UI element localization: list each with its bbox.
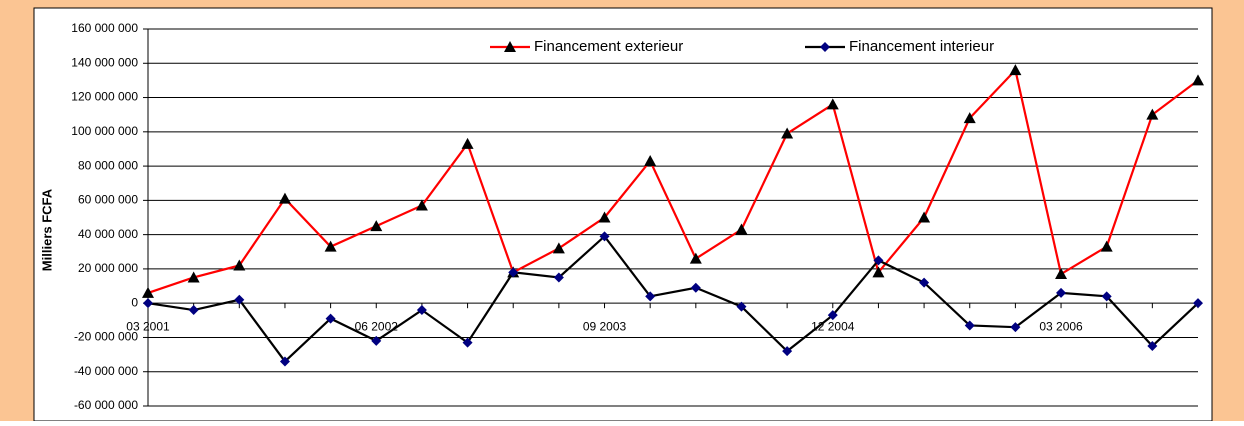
data-point bbox=[873, 255, 884, 266]
data-point bbox=[278, 192, 291, 204]
y-tick-label: -40 000 000 bbox=[74, 364, 138, 378]
y-tick-label: 80 000 000 bbox=[78, 158, 138, 172]
data-point bbox=[370, 220, 383, 232]
data-point bbox=[644, 154, 657, 166]
data-point bbox=[508, 267, 519, 278]
data-point bbox=[919, 277, 930, 288]
data-point bbox=[371, 335, 382, 346]
data-point bbox=[187, 271, 200, 283]
legend-label: Financement interieur bbox=[849, 38, 994, 55]
y-tick-label: 60 000 000 bbox=[78, 193, 138, 207]
data-point bbox=[827, 310, 838, 321]
data-point bbox=[1100, 240, 1113, 252]
data-point bbox=[963, 112, 976, 124]
data-point bbox=[279, 356, 290, 367]
y-tick-label: 140 000 000 bbox=[71, 55, 138, 69]
data-point bbox=[1193, 298, 1203, 309]
data-point bbox=[143, 298, 153, 309]
y-tick-label: 20 000 000 bbox=[78, 261, 138, 275]
data-point bbox=[964, 320, 975, 331]
data-point bbox=[690, 282, 701, 293]
data-point bbox=[782, 346, 793, 357]
y-tick-label: 160 000 000 bbox=[71, 21, 138, 35]
data-point bbox=[598, 211, 611, 223]
y-tick-label: 120 000 000 bbox=[71, 90, 138, 104]
legend-label: Financement exterieur bbox=[534, 38, 683, 55]
x-tick-label: 03 2001 bbox=[126, 319, 170, 333]
data-point bbox=[1101, 291, 1112, 302]
data-point bbox=[1147, 341, 1158, 352]
plot-background bbox=[33, 7, 1213, 422]
data-point bbox=[736, 301, 747, 312]
x-tick-label: 06 2002 bbox=[355, 319, 399, 333]
data-point bbox=[1009, 64, 1022, 76]
data-point bbox=[1192, 74, 1204, 86]
y-tick-label: 100 000 000 bbox=[71, 124, 138, 138]
data-point bbox=[1010, 322, 1021, 333]
data-point bbox=[689, 252, 702, 264]
data-point bbox=[872, 266, 885, 278]
data-point bbox=[735, 223, 748, 235]
data-point bbox=[324, 240, 337, 252]
data-point bbox=[826, 98, 839, 110]
y-tick-label: 0 bbox=[131, 295, 138, 309]
data-point bbox=[781, 127, 794, 139]
y-tick-label: 40 000 000 bbox=[78, 227, 138, 241]
y-tick-label: -60 000 000 bbox=[74, 398, 138, 412]
data-point bbox=[645, 291, 656, 302]
data-point bbox=[462, 337, 473, 348]
data-point bbox=[234, 294, 245, 305]
data-point bbox=[325, 313, 336, 324]
data-point bbox=[1146, 108, 1159, 120]
data-point bbox=[461, 137, 474, 149]
data-point bbox=[1056, 287, 1067, 298]
data-point bbox=[188, 305, 199, 316]
y-tick-label: -20 000 000 bbox=[74, 330, 138, 344]
series-line bbox=[147, 234, 1199, 364]
data-point bbox=[918, 211, 931, 223]
y-axis-label: Milliers FCFA bbox=[39, 188, 54, 271]
legend-marker bbox=[820, 42, 830, 52]
legend-marker bbox=[504, 41, 516, 52]
x-tick-label: 03 2006 bbox=[1039, 319, 1083, 333]
data-point bbox=[1055, 268, 1068, 280]
data-point bbox=[142, 286, 154, 298]
data-point bbox=[415, 199, 428, 211]
data-point bbox=[416, 305, 427, 316]
data-point bbox=[552, 242, 565, 254]
data-point bbox=[233, 259, 246, 271]
series-line bbox=[147, 67, 1199, 294]
data-point bbox=[553, 272, 564, 283]
data-point bbox=[599, 231, 610, 242]
x-tick-label: 09 2003 bbox=[583, 319, 627, 333]
